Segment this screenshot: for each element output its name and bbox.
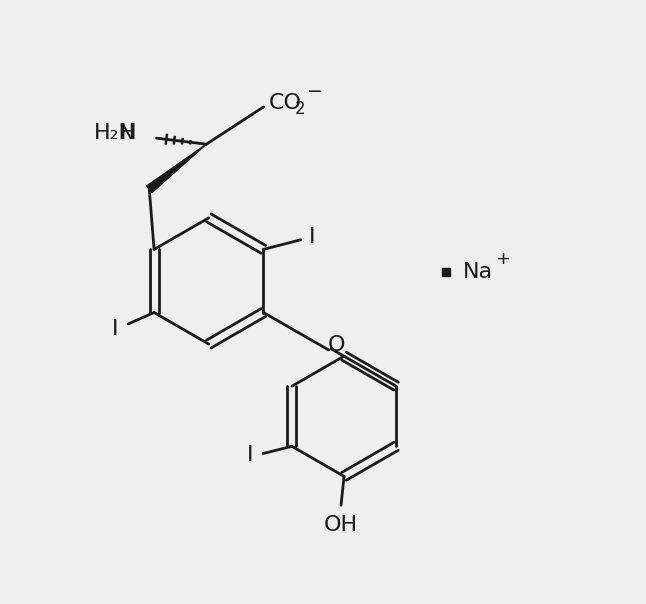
Text: I: I: [309, 227, 315, 248]
Text: O: O: [328, 335, 346, 355]
Text: H: H: [120, 123, 136, 143]
Text: Na: Na: [463, 262, 493, 282]
Text: I: I: [246, 445, 253, 465]
Polygon shape: [147, 144, 207, 193]
Text: −: −: [307, 82, 323, 101]
Text: 2: 2: [295, 100, 306, 118]
Text: CO: CO: [268, 93, 301, 114]
Text: OH: OH: [324, 515, 358, 535]
Text: H₂N: H₂N: [94, 123, 136, 143]
Text: I: I: [112, 319, 118, 339]
Text: +: +: [495, 249, 510, 268]
